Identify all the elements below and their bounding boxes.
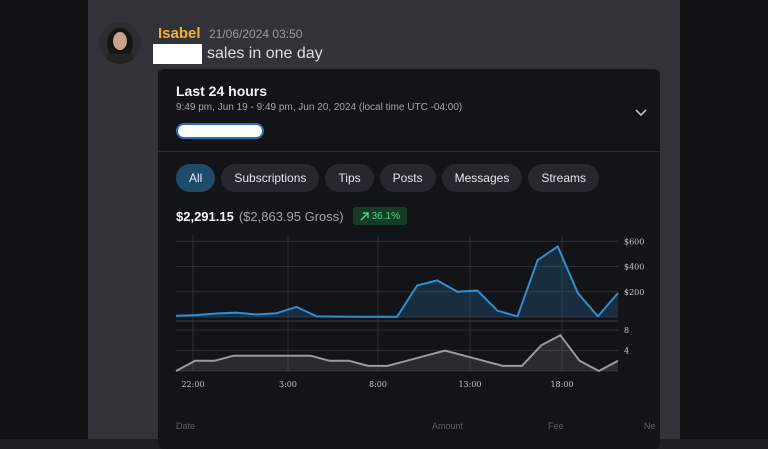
tab-messages[interactable]: Messages (442, 164, 523, 192)
message-text: sales in one day (207, 45, 323, 63)
x-tick-label: 18:00 (550, 380, 573, 389)
growth-value: 36.1% (372, 211, 400, 222)
tab-subscriptions[interactable]: Subscriptions (221, 164, 319, 192)
earnings-chart: $600 $400 $200 8 4 22:00 3:00 8:00 13:00 18:00 (158, 227, 660, 449)
tab-posts[interactable]: Posts (380, 164, 436, 192)
col-fee: Fee (548, 421, 564, 431)
message-username[interactable]: Isabel (158, 25, 201, 42)
card-title: Last 24 hours (176, 83, 267, 99)
category-tabs: All Subscriptions Tips Posts Messages St… (176, 164, 599, 192)
letterbox-right (680, 0, 768, 439)
earnings-area (176, 246, 618, 317)
x-tick-label: 8:00 (369, 380, 387, 389)
y-tick-label: 8 (624, 326, 629, 335)
tab-streams[interactable]: Streams (528, 164, 599, 192)
x-tick-label: 13:00 (458, 380, 481, 389)
card-divider (158, 151, 660, 152)
y-tick-label: 4 (624, 347, 629, 356)
tab-all[interactable]: All (176, 164, 215, 192)
col-net: Ne (644, 421, 656, 431)
y-tick-label: $400 (624, 263, 644, 272)
user-avatar[interactable] (99, 22, 141, 64)
col-amount: Amount (432, 421, 463, 431)
date-range-subtitle: 9:49 pm, Jun 19 - 9:49 pm, Jun 20, 2024 … (176, 102, 462, 113)
chevron-down-icon[interactable] (634, 105, 648, 119)
sales-card-embed: Last 24 hours 9:49 pm, Jun 19 - 9:49 pm,… (158, 69, 660, 449)
gross-amount: ($2,863.95 Gross) (239, 209, 344, 224)
trend-up-arrow-icon (360, 212, 369, 221)
message-content: sales in one day (153, 44, 323, 64)
growth-badge: 36.1% (353, 207, 407, 225)
y-tick-label: $600 (624, 237, 644, 246)
x-tick-label: 3:00 (279, 380, 297, 389)
col-date: Date (176, 421, 195, 431)
tab-tips[interactable]: Tips (325, 164, 373, 192)
avatar-icon (99, 22, 141, 64)
redacted-selector[interactable] (176, 123, 264, 139)
message-timestamp: 21/06/2024 03:50 (209, 27, 302, 41)
redaction-box (153, 44, 202, 64)
y-tick-label: $200 (624, 288, 644, 297)
net-amount: $2,291.15 (176, 209, 234, 224)
earnings-summary: $2,291.15 ($2,863.95 Gross) 36.1% (176, 207, 407, 225)
letterbox-left (0, 0, 88, 439)
x-tick-label: 22:00 (181, 380, 204, 389)
